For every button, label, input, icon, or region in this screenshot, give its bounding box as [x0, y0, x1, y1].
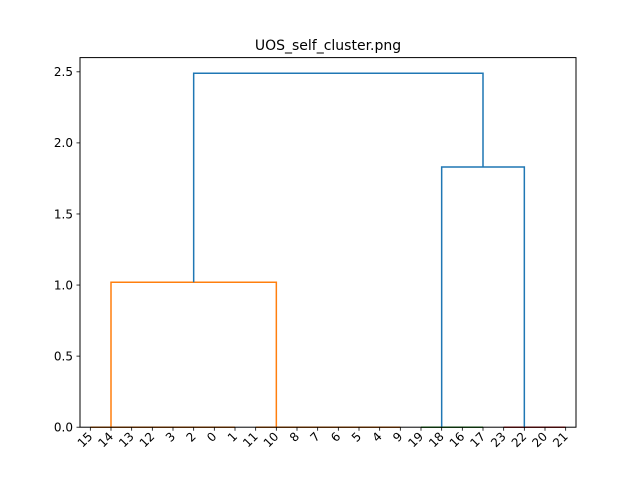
plot-frame: [79, 57, 577, 428]
chart-title: UOS_self_cluster.png: [255, 38, 401, 54]
y-tick-label: 1.5: [54, 207, 73, 221]
y-tick-label: 2.0: [54, 136, 73, 150]
y-tick-label: 1.0: [54, 278, 73, 292]
dendrogram-link: [192, 72, 484, 283]
y-tick-label: 2.5: [54, 65, 73, 79]
y-tick-label: 0.5: [54, 349, 73, 363]
y-tick-label: 0.0: [54, 421, 73, 435]
y-axis: 0.0 0.5 1.0 1.5 2.0 2.5: [54, 65, 80, 435]
